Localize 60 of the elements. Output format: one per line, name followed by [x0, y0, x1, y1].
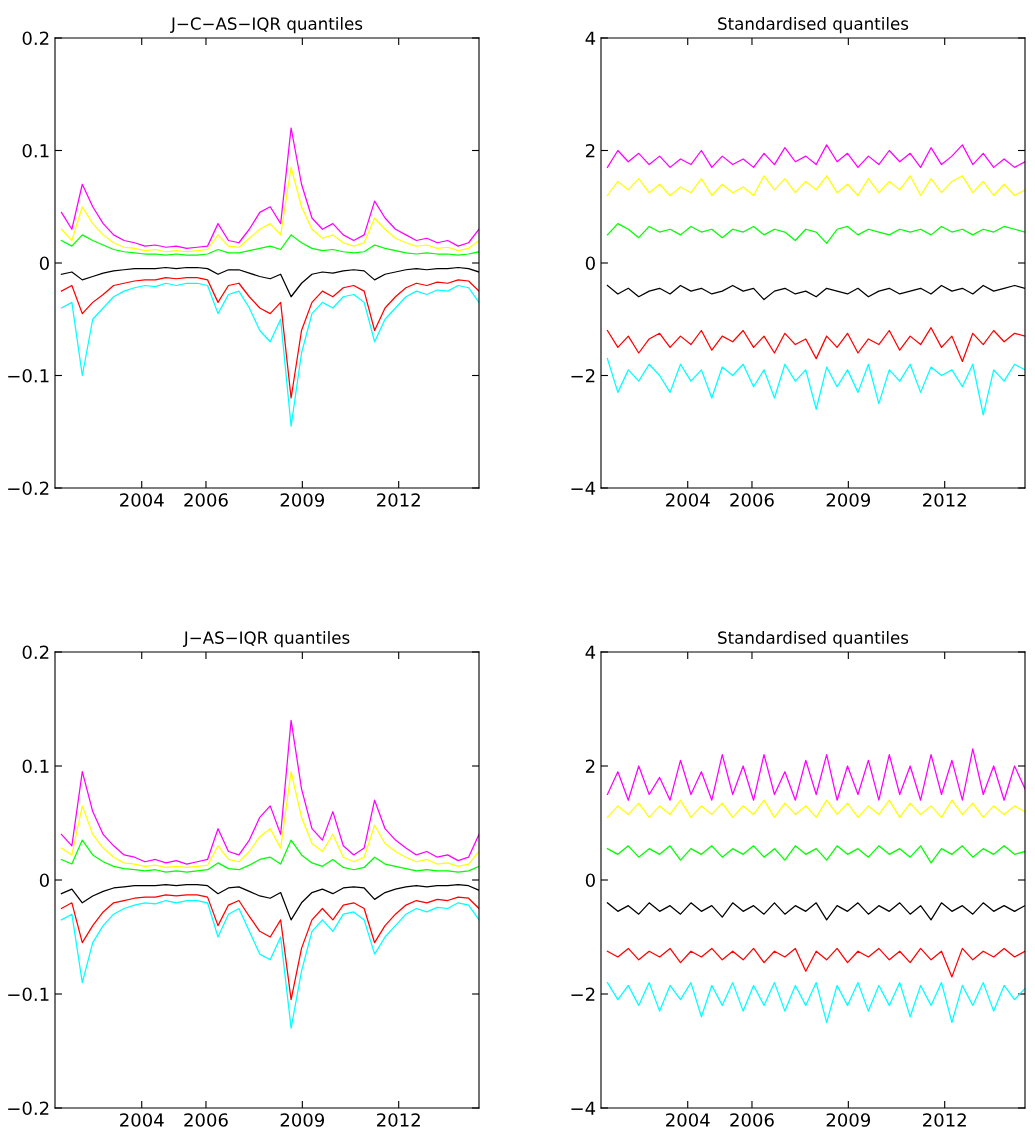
y-tick-label: −4 [571, 1101, 596, 1115]
x-tick-label: 2012 [377, 1113, 420, 1127]
x-tick-label: 2006 [184, 1113, 228, 1127]
x-tick-label: 2012 [377, 493, 420, 507]
x-tick-label: 2006 [730, 1113, 774, 1127]
line-series [60, 127, 479, 250]
line-series [60, 277, 479, 399]
y-tick-label: 0.2 [22, 31, 49, 46]
y-tick-label: −0.2 [8, 1101, 49, 1116]
y-tick-label: 4 [585, 645, 596, 659]
line-series [606, 327, 1025, 363]
x-tick-label: 2009 [280, 1113, 325, 1127]
y-tick-label: −2 [571, 987, 595, 1001]
y-tick-label: 4 [585, 31, 596, 45]
chart-title: Standardised quantiles [718, 631, 909, 648]
y-tick-label: 0.2 [22, 645, 49, 660]
y-tick-label: −4 [571, 481, 596, 495]
y-tick-label: 0 [585, 873, 595, 888]
x-tick-label: 2004 [120, 1113, 164, 1127]
line-series [606, 981, 1025, 1024]
line-series [60, 899, 479, 1029]
line-series [606, 947, 1025, 978]
y-tick-label: 0.1 [22, 759, 49, 774]
y-tick-label: 2 [585, 143, 595, 158]
line-series [606, 748, 1025, 801]
y-tick-label: 2 [585, 759, 595, 773]
x-tick-label: 2006 [730, 493, 774, 507]
x-tick-label: 2012 [923, 493, 966, 507]
y-tick-label: 0.1 [22, 143, 49, 158]
y-tick-label: −0.1 [8, 368, 49, 383]
x-tick-label: 2009 [826, 1113, 871, 1127]
x-tick-label: 2012 [923, 1113, 966, 1127]
line-series [606, 845, 1025, 864]
x-tick-label: 2004 [666, 493, 710, 507]
x-tick-label: 2006 [184, 493, 228, 507]
chart-title: J−C−AS−IQR quantiles [170, 17, 363, 34]
line-series [60, 234, 479, 256]
line-series [60, 719, 479, 865]
line-series [606, 175, 1025, 197]
x-tick-label: 2009 [280, 493, 325, 507]
line-series [606, 223, 1025, 244]
line-series [60, 282, 479, 427]
line-series [60, 771, 479, 869]
line-series [60, 894, 479, 1001]
line-series [606, 358, 1025, 416]
y-tick-label: 0 [39, 256, 49, 271]
y-tick-label: −0.2 [8, 481, 49, 496]
y-tick-label: −2 [571, 368, 595, 383]
line-series [60, 166, 479, 253]
x-tick-label: 2004 [666, 1113, 710, 1127]
y-tick-label: −0.1 [8, 987, 49, 1002]
y-tick-label: 0 [39, 873, 49, 888]
x-tick-label: 2009 [826, 493, 871, 507]
chart-title: J−AS−IQR quantiles [182, 631, 350, 648]
line-series [606, 799, 1025, 818]
x-tick-label: 2004 [120, 493, 164, 507]
line-series [606, 144, 1025, 169]
y-tick-label: 0 [585, 256, 595, 271]
line-series [60, 839, 479, 873]
chart-title: Standardised quantiles [718, 17, 909, 34]
